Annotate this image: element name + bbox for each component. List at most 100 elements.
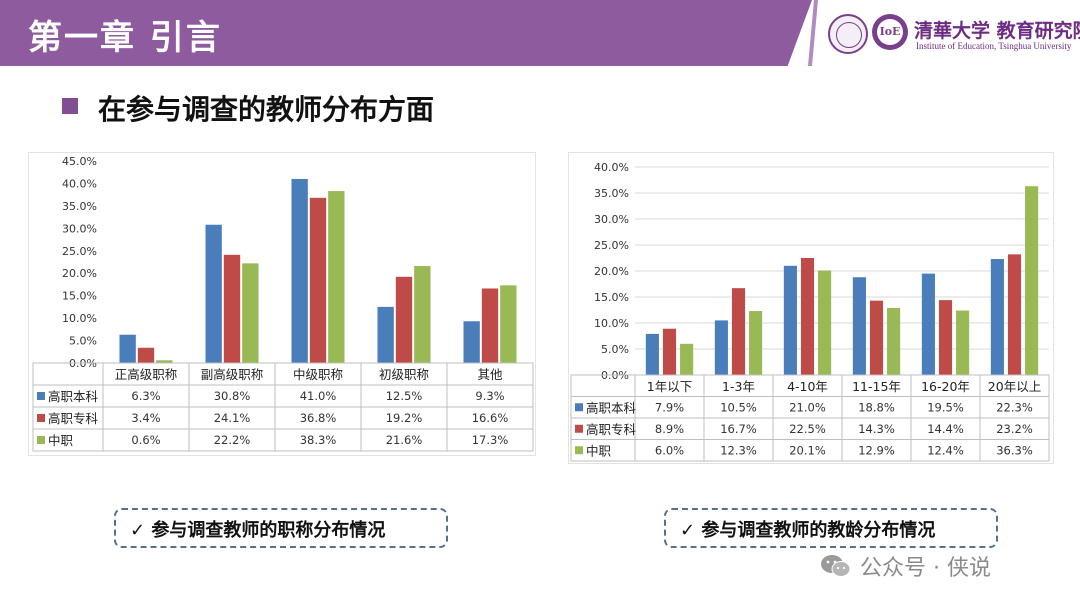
data-label: 12.4% xyxy=(927,443,964,457)
bar xyxy=(1025,186,1039,375)
chart-teaching-years-svg: 0.0%5.0%10.0%15.0%20.0%25.0%30.0%35.0%40… xyxy=(570,161,1050,462)
bar xyxy=(731,288,746,375)
legend-swatch xyxy=(575,446,583,455)
institution-name-en: Institute of Education, Tsinghua Univers… xyxy=(916,41,1072,51)
y-tick-label: 10.0% xyxy=(62,312,97,325)
bar xyxy=(869,300,884,375)
data-label: 14.4% xyxy=(927,422,964,436)
bar xyxy=(156,360,173,363)
y-tick-label: 40.0% xyxy=(594,161,629,174)
legend-label: 中职 xyxy=(586,443,611,458)
bar xyxy=(500,285,517,363)
header-stripe xyxy=(808,0,818,66)
data-label: 16.7% xyxy=(720,422,757,436)
bar xyxy=(938,300,953,375)
data-label: 24.1% xyxy=(214,411,251,425)
data-label: 19.5% xyxy=(927,400,964,414)
data-label: 41.0% xyxy=(300,389,337,403)
data-label: 9.3% xyxy=(475,389,504,403)
bar xyxy=(377,306,394,363)
legend-swatch xyxy=(37,414,45,422)
data-label: 12.5% xyxy=(386,389,423,403)
bar xyxy=(242,263,259,363)
legend-label: 高职本科 xyxy=(48,389,99,404)
bar xyxy=(463,321,480,363)
data-label: 12.9% xyxy=(858,443,895,457)
legend-swatch xyxy=(37,436,45,444)
data-label: 3.4% xyxy=(131,411,160,425)
data-label: 18.8% xyxy=(858,400,895,414)
bar xyxy=(119,334,136,363)
x-category-label: 正高级职称 xyxy=(115,367,178,382)
page-title: 第一章 引言 xyxy=(28,18,222,58)
x-category-label: 16-20年 xyxy=(921,379,970,394)
x-category-label: 4-10年 xyxy=(787,379,828,394)
bar xyxy=(921,273,935,375)
y-tick-label: 15.0% xyxy=(594,291,629,304)
bar xyxy=(749,311,763,375)
bar xyxy=(291,178,308,363)
legend-swatch xyxy=(575,424,583,433)
chart-title-distribution: 0.0% 5.0% 10.0% 15.0% 20.0% 25.0% 30.0% 35.0% 40… xyxy=(28,152,536,456)
ioe-logo: IoE xyxy=(872,14,908,50)
bar xyxy=(887,307,901,375)
watermark-text: 公众号 · 侠说 xyxy=(860,556,991,581)
bar xyxy=(1007,254,1022,375)
data-label: 20.1% xyxy=(789,443,826,457)
data-label: 36.8% xyxy=(300,411,337,425)
data-label: 22.3% xyxy=(996,400,1033,414)
data-label: 19.2% xyxy=(386,411,423,425)
y-tick-label: 25.0% xyxy=(62,245,97,258)
data-label: 22.2% xyxy=(214,433,251,447)
bar xyxy=(223,254,241,363)
x-category-label: 初级职称 xyxy=(379,367,429,382)
y-tick-label: 20.0% xyxy=(594,265,629,278)
caption-left-text: ✓ 参与调查教师的职称分布情况 xyxy=(130,520,386,541)
bar xyxy=(783,265,797,375)
bar xyxy=(662,328,677,375)
x-category-label: 1年以下 xyxy=(647,379,692,394)
x-category-label: 20年以上 xyxy=(988,379,1041,394)
bar xyxy=(395,276,413,363)
data-label: 14.3% xyxy=(858,422,895,436)
y-tick-label: 40.0% xyxy=(62,177,97,190)
bar xyxy=(309,197,327,363)
data-label: 30.8% xyxy=(214,389,251,403)
bar xyxy=(328,191,345,363)
data-label: 8.9% xyxy=(655,422,684,436)
legend-swatch xyxy=(575,403,583,412)
wechat-icon xyxy=(821,555,851,577)
caption-left: ✓ 参与调查教师的职称分布情况 xyxy=(114,508,448,548)
section-heading: 在参与调查的教师分布方面 xyxy=(98,93,435,126)
chart-title-distribution-svg: 0.0%5.0%10.0%15.0%20.0%25.0%30.0%35.0%40… xyxy=(32,155,534,452)
y-tick-label: 30.0% xyxy=(594,213,629,226)
data-label: 36.3% xyxy=(996,443,1033,457)
data-label: 21.0% xyxy=(789,400,826,414)
bar xyxy=(956,310,970,375)
x-category-label: 中级职称 xyxy=(293,367,343,382)
data-label: 7.9% xyxy=(655,400,684,414)
bar xyxy=(481,288,499,363)
tsinghua-seal-logo xyxy=(828,14,868,54)
y-tick-label: 10.0% xyxy=(594,317,629,330)
data-label: 21.6% xyxy=(386,433,423,447)
data-label: 6.3% xyxy=(131,389,160,403)
legend-label: 高职专科 xyxy=(48,411,99,426)
institution-name: 清華大学 教育研究院 xyxy=(914,20,1080,42)
x-category-label: 1-3年 xyxy=(722,379,755,394)
data-label: 12.3% xyxy=(720,443,757,457)
data-label: 38.3% xyxy=(300,433,337,447)
data-label: 22.5% xyxy=(789,422,826,436)
y-tick-label: 15.0% xyxy=(62,290,97,303)
bar xyxy=(990,259,1004,375)
y-tick-label: 30.0% xyxy=(62,222,97,235)
y-tick-label: 35.0% xyxy=(594,187,629,200)
y-tick-label: 5.0% xyxy=(69,335,97,348)
bullet-square-icon xyxy=(62,98,78,114)
header-band xyxy=(0,0,812,66)
bar xyxy=(137,347,155,363)
bar xyxy=(680,343,694,375)
legend-label: 中职 xyxy=(48,433,73,448)
data-label: 10.5% xyxy=(720,400,757,414)
bar xyxy=(414,266,431,363)
